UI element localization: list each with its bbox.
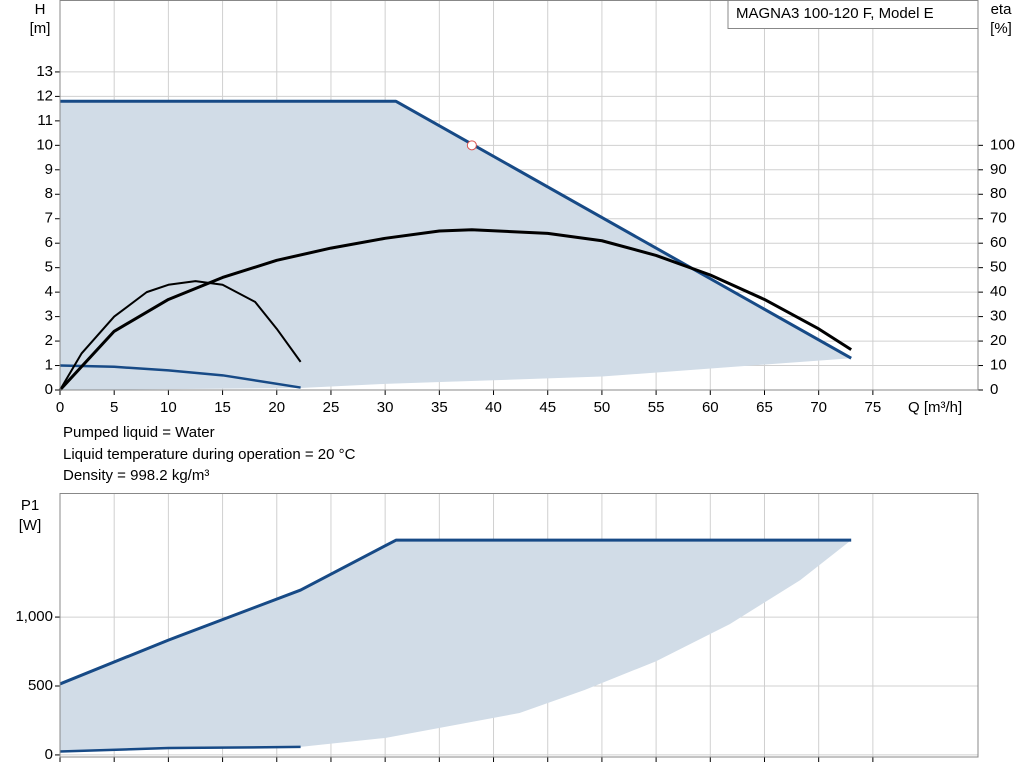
y-label: H xyxy=(35,1,46,18)
y2-tick-label: 60 xyxy=(990,234,1007,251)
x-tick-label: 50 xyxy=(594,399,611,416)
y2-tick-label: 50 xyxy=(990,259,1007,276)
annotation: Density = 998.2 kg/m³ xyxy=(63,467,209,484)
y-tick-label: 2 xyxy=(45,332,53,349)
annotation: Liquid temperature during operation = 20… xyxy=(63,446,356,463)
y2-tick-label: 80 xyxy=(990,185,1007,202)
y-tick-label: 1,000 xyxy=(15,608,53,625)
y2-tick-label: 20 xyxy=(990,332,1007,349)
y-tick-label: 0 xyxy=(45,746,53,763)
x-tick-label: 10 xyxy=(160,399,177,416)
x-tick-label: 40 xyxy=(485,399,502,416)
chart-title: MAGNA3 100-120 F, Model E xyxy=(736,5,934,22)
x-tick-label: 45 xyxy=(539,399,556,416)
x-tick-label: 30 xyxy=(377,399,394,416)
x-tick-label: 60 xyxy=(702,399,719,416)
y2-tick-label: 100 xyxy=(990,136,1015,153)
operating-area xyxy=(60,540,852,752)
y-label: P1 xyxy=(21,497,39,514)
x-tick-label: 20 xyxy=(268,399,285,416)
x-tick-label: 55 xyxy=(648,399,665,416)
duty-point xyxy=(466,140,477,151)
y2-unit: [%] xyxy=(990,20,1012,37)
y-tick-label: 4 xyxy=(45,283,53,300)
curve xyxy=(59,745,301,753)
y-tick-label: 13 xyxy=(36,63,53,80)
plot-frame xyxy=(59,0,979,391)
y2-tick-label: 10 xyxy=(990,357,1007,374)
y-tick-label: 6 xyxy=(45,234,53,251)
x-label: Q [m³/h] xyxy=(908,399,962,416)
y-tick-label: 12 xyxy=(36,87,53,104)
y2-tick-label: 40 xyxy=(990,283,1007,300)
plot-frame xyxy=(59,493,979,758)
y-tick-label: 0 xyxy=(45,381,53,398)
curve xyxy=(59,538,852,686)
y-tick-label: 5 xyxy=(45,259,53,276)
x-tick-label: 75 xyxy=(865,399,882,416)
annotation: Pumped liquid = Water xyxy=(63,424,215,441)
y-tick-label: 8 xyxy=(45,185,53,202)
y-tick-label: 1 xyxy=(45,357,53,374)
curve xyxy=(59,364,301,389)
x-tick-label: 35 xyxy=(431,399,448,416)
y2-tick-label: 30 xyxy=(990,308,1007,325)
x-tick-label: 25 xyxy=(323,399,340,416)
y-tick-label: 10 xyxy=(36,136,53,153)
curve xyxy=(59,280,302,391)
x-tick-label: 0 xyxy=(56,399,64,416)
y-tick-label: 9 xyxy=(45,161,53,178)
x-tick-label: 5 xyxy=(110,399,118,416)
x-tick-label: 65 xyxy=(756,399,773,416)
y-tick-label: 11 xyxy=(37,112,53,129)
y-tick-label: 500 xyxy=(28,677,53,694)
y2-tick-label: 90 xyxy=(990,161,1007,178)
y2-tick-label: 0 xyxy=(990,381,998,398)
y2-label: eta xyxy=(991,1,1013,18)
y-unit: [m] xyxy=(30,20,51,37)
curve xyxy=(58,228,853,392)
title-box xyxy=(727,0,979,29)
y-tick-label: 7 xyxy=(45,210,53,227)
y-unit: [W] xyxy=(19,517,42,534)
x-tick-label: 15 xyxy=(214,399,231,416)
y2-tick-label: 70 xyxy=(990,210,1007,227)
x-tick-label: 70 xyxy=(810,399,827,416)
operating-area xyxy=(60,101,852,390)
y-tick-label: 3 xyxy=(45,308,53,325)
